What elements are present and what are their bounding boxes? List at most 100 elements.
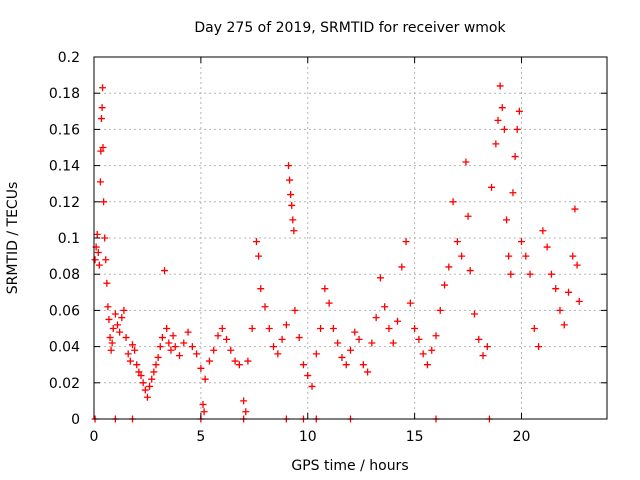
data-point bbox=[483, 343, 491, 351]
data-point bbox=[304, 372, 312, 380]
data-point bbox=[235, 361, 243, 369]
data-point bbox=[423, 361, 431, 369]
data-point bbox=[312, 350, 320, 358]
data-point bbox=[419, 350, 427, 358]
data-point bbox=[133, 361, 141, 369]
data-point bbox=[120, 306, 128, 314]
y-tick-label: 0.16 bbox=[49, 122, 80, 138]
data-point bbox=[432, 332, 440, 340]
data-point bbox=[470, 310, 478, 318]
data-point bbox=[139, 379, 147, 387]
data-point bbox=[146, 382, 154, 390]
data-point bbox=[503, 216, 511, 224]
data-point bbox=[299, 361, 307, 369]
data-point bbox=[334, 339, 342, 347]
data-point bbox=[496, 82, 504, 90]
data-point bbox=[111, 310, 119, 318]
data-point bbox=[122, 334, 130, 342]
data-point bbox=[95, 261, 103, 269]
data-point bbox=[126, 357, 134, 365]
chart-title: Day 275 of 2019, SRMTID for receiver wmo… bbox=[194, 20, 506, 36]
data-point bbox=[137, 372, 145, 380]
data-point bbox=[498, 104, 506, 112]
data-point bbox=[161, 267, 169, 275]
x-tick-label: 15 bbox=[406, 429, 424, 445]
data-point bbox=[265, 325, 273, 332]
data-point bbox=[436, 306, 444, 314]
data-point bbox=[156, 343, 164, 351]
y-tick-label: 0.18 bbox=[49, 86, 80, 102]
data-point bbox=[141, 386, 149, 394]
data-point bbox=[252, 238, 260, 246]
data-point bbox=[295, 334, 303, 342]
data-point bbox=[385, 325, 393, 332]
tick-labels: 0 0.02 0.04 0.06 0.08 0.1 0.12 0.14 0.16 0.18 0.2 0… bbox=[49, 50, 531, 445]
data-point bbox=[261, 303, 269, 311]
data-point bbox=[242, 408, 250, 416]
data-point bbox=[105, 315, 113, 323]
y-tick-label: 0.08 bbox=[49, 267, 80, 283]
data-point bbox=[248, 325, 256, 332]
y-tick-label: 0.04 bbox=[49, 340, 80, 356]
data-point bbox=[355, 335, 363, 343]
data-point bbox=[223, 335, 231, 343]
data-point bbox=[290, 227, 298, 235]
data-point bbox=[500, 125, 508, 133]
data-point bbox=[560, 321, 568, 329]
data-point bbox=[109, 325, 117, 332]
data-point bbox=[282, 321, 290, 329]
data-point bbox=[464, 212, 472, 220]
data-point bbox=[100, 198, 108, 206]
data-point bbox=[176, 352, 183, 360]
data-point bbox=[321, 285, 329, 293]
data-point bbox=[347, 346, 354, 354]
y-tick-label: 0.02 bbox=[49, 376, 80, 392]
data-point bbox=[278, 335, 286, 343]
data-point bbox=[575, 297, 583, 305]
data-point bbox=[96, 178, 104, 186]
data-point bbox=[515, 107, 523, 115]
data-point bbox=[152, 361, 160, 369]
data-point bbox=[214, 332, 222, 340]
y-axis-label: SRMTID / TECUs bbox=[5, 182, 21, 295]
data-point bbox=[308, 382, 316, 390]
data-point bbox=[351, 328, 359, 336]
data-point bbox=[539, 227, 547, 235]
data-point bbox=[150, 368, 158, 376]
data-point bbox=[518, 238, 525, 246]
data-point bbox=[169, 332, 177, 340]
y-tick-label: 0.12 bbox=[49, 195, 80, 211]
data-point bbox=[488, 183, 496, 191]
data-point bbox=[274, 350, 282, 358]
data-point bbox=[97, 147, 105, 155]
data-point bbox=[513, 125, 521, 133]
data-point bbox=[180, 339, 188, 347]
data-point bbox=[104, 303, 112, 311]
data-point bbox=[453, 238, 461, 246]
data-point bbox=[368, 339, 376, 347]
data-point bbox=[270, 343, 278, 351]
data-point bbox=[398, 263, 406, 271]
data-point bbox=[522, 252, 530, 260]
data-point bbox=[154, 353, 162, 361]
data-point bbox=[257, 285, 265, 293]
data-point bbox=[102, 256, 110, 264]
y-tick-label: 0.2 bbox=[58, 50, 80, 66]
data-point bbox=[184, 328, 192, 336]
data-point bbox=[505, 252, 513, 260]
x-tick-label: 0 bbox=[90, 429, 99, 445]
data-point bbox=[475, 335, 483, 343]
data-point bbox=[97, 115, 105, 123]
data-point bbox=[526, 270, 534, 278]
data-point bbox=[148, 375, 156, 383]
data-point bbox=[124, 350, 132, 358]
data-point bbox=[99, 144, 107, 151]
data-point bbox=[197, 364, 205, 372]
data-point bbox=[342, 361, 350, 369]
data-point bbox=[240, 397, 248, 405]
data-point bbox=[492, 140, 500, 148]
data-point bbox=[376, 274, 384, 282]
data-point bbox=[114, 321, 122, 329]
data-point bbox=[163, 325, 171, 332]
data-point bbox=[93, 230, 101, 238]
